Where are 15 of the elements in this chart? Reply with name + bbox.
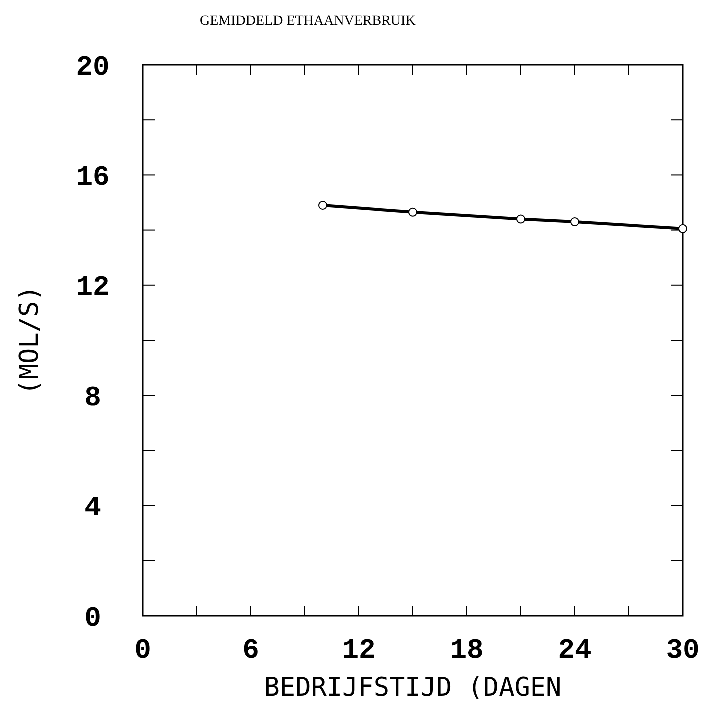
y-tick-label: 4 bbox=[84, 494, 102, 525]
y-tick-label: 8 bbox=[84, 383, 102, 414]
x-tick-label: 18 bbox=[450, 636, 484, 667]
y-tick-label: 12 bbox=[76, 273, 110, 304]
x-tick-label: 30 bbox=[666, 636, 700, 667]
x-tick-label: 6 bbox=[242, 636, 260, 667]
x-tick-label: 24 bbox=[558, 636, 592, 667]
x-tick-label: 0 bbox=[134, 636, 152, 667]
y-tick-label: 16 bbox=[76, 163, 110, 194]
y-tick-label: 20 bbox=[76, 52, 110, 84]
y-tick-label: 0 bbox=[84, 604, 102, 635]
x-tick-label: 12 bbox=[342, 636, 376, 667]
chart-title: GEMIDDELD ETHAANVERBRUIK bbox=[200, 14, 416, 29]
y-axis-title: (MOL/S) bbox=[15, 286, 45, 396]
x-axis-title: BEDRIJFSTIJD (DAGEN bbox=[264, 673, 562, 703]
